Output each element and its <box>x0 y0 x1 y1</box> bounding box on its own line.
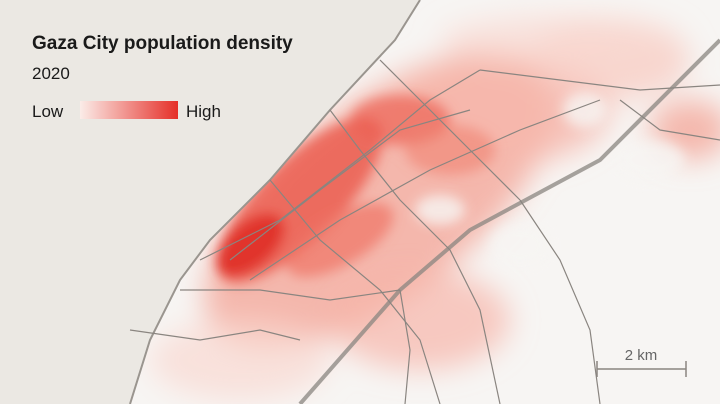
legend-high: High <box>186 102 221 121</box>
map-title: Gaza City population density <box>32 33 293 54</box>
legend-low: Low <box>32 102 64 121</box>
density-dense <box>216 95 495 283</box>
legend-gradient <box>80 101 178 119</box>
density <box>150 15 720 400</box>
map-subtitle: 2020 <box>32 64 70 83</box>
roads <box>129 38 720 404</box>
scale-bar <box>596 361 687 377</box>
scale-label: 2 km <box>625 347 658 364</box>
coastline <box>129 0 421 404</box>
